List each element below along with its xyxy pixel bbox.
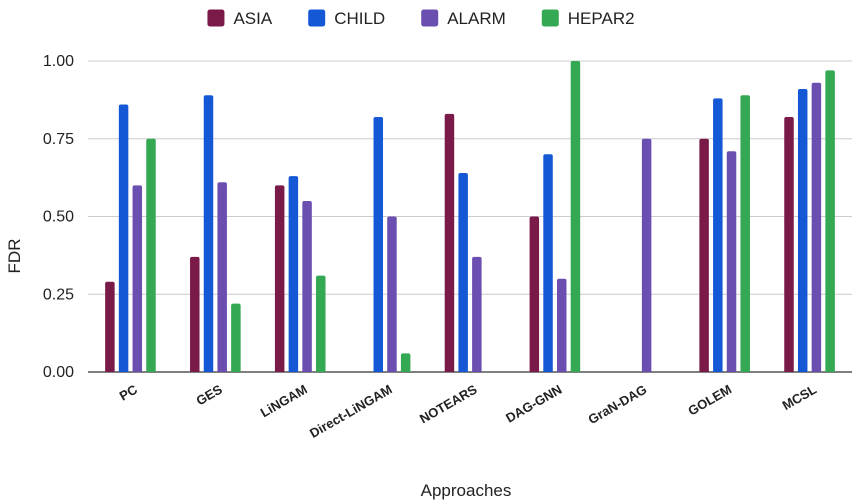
bar-group-mcsl <box>784 70 835 373</box>
bar-alarm-notears <box>472 256 482 372</box>
bar-group-golem <box>699 95 750 373</box>
bar-asia-golem <box>699 138 709 372</box>
bar-alarm-ges <box>217 182 227 372</box>
x-tick-label-notears: NOTEARS <box>417 381 480 426</box>
bar-asia-dag-gnn <box>529 216 540 372</box>
bar-alarm-mcsl <box>811 82 822 373</box>
bar-alarm-lingam <box>302 200 312 372</box>
y-tick-label: 0.50 <box>43 209 74 226</box>
x-tick-label-dag-gnn: DAG-GNN <box>503 382 564 426</box>
bar-hepar2-mcsl <box>825 70 835 372</box>
bar-child-ges <box>203 95 214 373</box>
bar-asia-notears <box>444 113 455 373</box>
bar-alarm-gran-dag <box>641 138 652 372</box>
x-tick-label-direct-lingam: Direct-LiNGAM <box>307 382 395 441</box>
x-tick-label-mcsl: MCSL <box>780 382 819 413</box>
x-tick-label-gran-dag: GraN-DAG <box>585 382 649 427</box>
y-axis-ticks: 0.00 0.25 0.50 0.75 1.00 <box>43 53 74 381</box>
legend-label-alarm: ALARM <box>447 9 506 28</box>
bar-child-direct-lingam <box>373 116 384 372</box>
bar-asia-ges <box>190 256 200 372</box>
gridlines <box>88 60 852 373</box>
bar-alarm-direct-lingam <box>387 216 397 372</box>
bar-group-lingam <box>274 176 326 372</box>
bar-asia-pc <box>105 281 115 372</box>
bar-group-direct-lingam <box>373 116 411 372</box>
bar-alarm-pc <box>132 185 143 372</box>
bar-group-ges <box>190 95 241 373</box>
legend-swatch-alarm <box>421 9 439 27</box>
bar-child-notears <box>458 172 468 372</box>
y-tick-label: 0.25 <box>43 286 74 303</box>
bar-hepar2-ges <box>231 303 241 372</box>
bar-alarm-golem <box>726 151 737 372</box>
bar-child-lingam <box>288 176 299 372</box>
legend: ASIA CHILD ALARM HEPAR2 <box>207 9 635 28</box>
bar-group-notears <box>444 113 482 373</box>
bar-asia-lingam <box>274 185 285 372</box>
y-tick-label: 0.00 <box>43 364 74 381</box>
bar-hepar2-golem <box>740 95 750 373</box>
y-axis-title: FDR <box>5 239 24 274</box>
legend-label-hepar2: HEPAR2 <box>568 9 635 28</box>
y-tick-label: 0.75 <box>43 131 74 148</box>
legend-swatch-asia <box>207 9 225 27</box>
legend-swatch-child <box>308 9 326 27</box>
x-tick-label-pc: PC <box>117 381 141 403</box>
bar-hepar2-pc <box>146 138 156 372</box>
x-tick-label-lingam: LiNGAM <box>258 382 310 421</box>
bar-asia-mcsl <box>784 116 794 372</box>
bar-alarm-dag-gnn <box>556 278 567 372</box>
x-tick-label-ges: GES <box>194 381 226 408</box>
y-tick-label: 1.00 <box>43 53 74 70</box>
bar-group-pc <box>105 104 156 372</box>
bar-child-dag-gnn <box>543 154 553 372</box>
bar-child-mcsl <box>797 88 808 373</box>
bar-child-pc <box>118 104 129 372</box>
x-axis-title: Approaches <box>421 481 512 500</box>
bar-hepar2-lingam <box>316 275 326 372</box>
legend-label-asia: ASIA <box>233 9 272 28</box>
legend-swatch-hepar2 <box>541 9 559 27</box>
x-tick-label-golem: GOLEM <box>685 382 734 419</box>
bar-hepar2-dag-gnn <box>570 61 581 372</box>
bar-group-dag-gnn <box>529 61 581 372</box>
legend-label-child: CHILD <box>334 9 385 28</box>
bar-group-gran-dag <box>641 138 652 372</box>
bar-child-golem <box>713 98 723 372</box>
bar-hepar2-direct-lingam <box>400 353 411 372</box>
bars <box>105 61 835 373</box>
